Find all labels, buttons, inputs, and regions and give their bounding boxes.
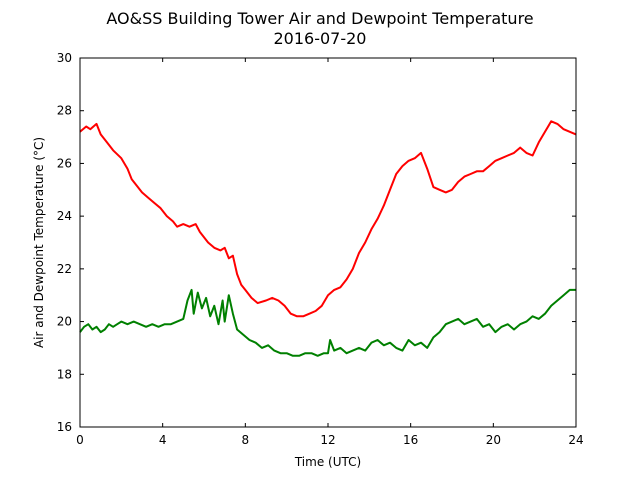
plot-frame bbox=[79, 57, 577, 428]
y-tick-label: 16 bbox=[57, 420, 72, 434]
y-tick-label: 28 bbox=[57, 104, 72, 118]
x-tick-label: 12 bbox=[320, 433, 335, 447]
series-line-1 bbox=[79, 288, 576, 357]
series-line-0 bbox=[79, 120, 577, 318]
x-tick-label: 8 bbox=[242, 433, 250, 447]
ticks-layer: 0 4 8 12 16 20 24 16 18 20 22 24 26 28 30 bbox=[57, 51, 584, 447]
series-layer bbox=[79, 120, 577, 357]
x-tick-label: 4 bbox=[159, 433, 167, 447]
x-tick-label: 20 bbox=[486, 433, 501, 447]
y-tick-label: 24 bbox=[57, 209, 72, 223]
x-tick-label: 24 bbox=[568, 433, 583, 447]
y-axis-label: Air and Dewpoint Temperature (°C) bbox=[32, 137, 46, 348]
x-tick-label: 16 bbox=[403, 433, 418, 447]
y-tick-label: 22 bbox=[57, 262, 72, 276]
chart-title: AO&SS Building Tower Air and Dewpoint Te… bbox=[106, 9, 533, 28]
y-tick-label: 26 bbox=[57, 156, 72, 170]
x-axis-label: Time (UTC) bbox=[294, 455, 361, 469]
y-tick-label: 30 bbox=[57, 51, 72, 65]
x-tick-label: 0 bbox=[76, 433, 84, 447]
y-tick-label: 18 bbox=[57, 367, 72, 381]
y-tick-label: 20 bbox=[57, 315, 72, 329]
chart-subtitle: 2016-07-20 bbox=[274, 29, 367, 48]
